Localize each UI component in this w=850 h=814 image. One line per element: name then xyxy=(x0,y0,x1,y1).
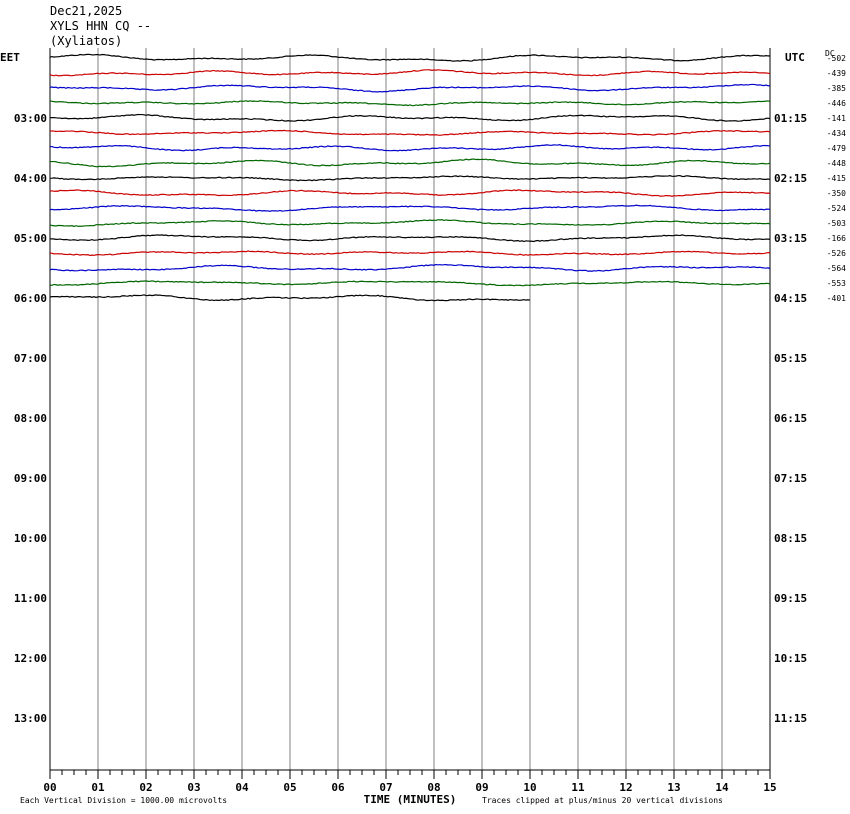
right-hour-label-09:15: 09:15 xyxy=(774,592,807,605)
trace-17 xyxy=(49,294,531,302)
dc-offset-7: -479 xyxy=(827,144,846,153)
x-tick-label-03: 03 xyxy=(187,781,200,794)
grid xyxy=(49,48,771,779)
dc-offset-10: -350 xyxy=(827,189,846,198)
left-hour-label-07:00: 07:00 xyxy=(14,352,47,365)
trace-12 xyxy=(49,219,771,228)
traces xyxy=(49,53,771,302)
x-tick-label-07: 07 xyxy=(379,781,392,794)
dc-offset-16: -553 xyxy=(827,279,846,288)
dc-offset-14: -526 xyxy=(827,249,846,258)
trace-2 xyxy=(49,69,771,77)
trace-14 xyxy=(49,250,771,257)
right-hour-label-07:15: 07:15 xyxy=(774,472,807,485)
right-hour-label-11:15: 11:15 xyxy=(774,712,807,725)
left-hour-label-04:00: 04:00 xyxy=(14,172,47,185)
trace-8 xyxy=(49,158,771,168)
x-tick-label-09: 09 xyxy=(475,781,488,794)
x-tick-label-05: 05 xyxy=(283,781,296,794)
left-hour-label-09:00: 09:00 xyxy=(14,472,47,485)
right-hour-label-05:15: 05:15 xyxy=(774,352,807,365)
x-tick-label-15: 15 xyxy=(763,781,776,794)
dc-offset-8: -448 xyxy=(827,159,846,168)
left-hour-label-11:00: 11:00 xyxy=(14,592,47,605)
dc-offset-11: -524 xyxy=(827,204,846,213)
dc-offset-12: -503 xyxy=(827,219,846,228)
x-tick-label-00: 00 xyxy=(43,781,56,794)
footer-left: Each Vertical Division = 1000.00 microvo… xyxy=(20,796,227,805)
left-hour-label-06:00: 06:00 xyxy=(14,292,47,305)
left-axis-label: EET xyxy=(0,51,20,64)
x-tick-label-12: 12 xyxy=(619,781,632,794)
dc-offset-13: -166 xyxy=(827,234,846,243)
labels: 00 01 02 03 04 05 06 07 08 09 10 11 12 13 14 15 03:00 04:… xyxy=(14,54,846,794)
left-hour-label-13:00: 13:00 xyxy=(14,712,47,725)
trace-11 xyxy=(49,204,771,212)
station-label: XYLS HHN CQ -- xyxy=(50,19,152,33)
dc-offset-15: -564 xyxy=(827,264,846,273)
dc-offset-5: -141 xyxy=(827,114,846,123)
dc-offset-1: -502 xyxy=(827,54,846,63)
trace-6 xyxy=(49,129,771,136)
x-tick-label-06: 06 xyxy=(331,781,345,794)
trace-13 xyxy=(49,234,771,243)
right-hour-label-01:15: 01:15 xyxy=(774,112,807,125)
x-axis-title: TIME (MINUTES) xyxy=(364,793,457,806)
left-hour-label-10:00: 10:00 xyxy=(14,532,47,545)
right-hour-label-08:15: 08:15 xyxy=(774,532,807,545)
dc-offset-2: -439 xyxy=(827,69,846,78)
right-hour-label-04:15: 04:15 xyxy=(774,292,807,305)
x-tick-label-10: 10 xyxy=(523,781,536,794)
x-tick-label-04: 04 xyxy=(235,781,249,794)
right-hour-label-10:15: 10:15 xyxy=(774,652,807,665)
x-tick-label-14: 14 xyxy=(715,781,729,794)
trace-4 xyxy=(49,100,771,107)
right-hour-label-02:15: 02:15 xyxy=(774,172,807,185)
footer-right: Traces clipped at plus/minus 20 vertical… xyxy=(482,796,723,805)
trace-9 xyxy=(49,174,771,182)
x-tick-label-13: 13 xyxy=(667,781,680,794)
right-axis-label: UTC xyxy=(785,51,805,64)
trace-16 xyxy=(49,280,771,287)
dc-offset-9: -415 xyxy=(827,174,846,183)
dc-offset-17: -401 xyxy=(827,294,846,303)
x-tick-label-08: 08 xyxy=(427,781,440,794)
trace-7 xyxy=(49,144,771,152)
trace-5 xyxy=(49,113,771,122)
dc-offset-4: -446 xyxy=(827,99,846,108)
date-label: Dec21,2025 xyxy=(50,4,123,18)
trace-1 xyxy=(49,53,771,62)
x-tick-label-02: 02 xyxy=(139,781,152,794)
left-hour-label-12:00: 12:00 xyxy=(14,652,47,665)
trace-10 xyxy=(49,189,771,197)
x-tick-label-01: 01 xyxy=(91,781,105,794)
dc-offset-6: -434 xyxy=(827,129,846,138)
trace-15 xyxy=(49,263,771,272)
right-hour-label-06:15: 06:15 xyxy=(774,412,807,425)
left-hour-label-08:00: 08:00 xyxy=(14,412,47,425)
left-hour-label-03:00: 03:00 xyxy=(14,112,47,125)
dc-label: DC xyxy=(825,49,835,58)
location-label: (Xyliatos) xyxy=(50,34,123,48)
left-hour-label-05:00: 05:00 xyxy=(14,232,47,245)
right-hour-label-03:15: 03:15 xyxy=(774,232,807,245)
x-tick-label-11: 11 xyxy=(571,781,585,794)
dc-offset-3: -385 xyxy=(827,84,846,93)
trace-3 xyxy=(49,83,771,93)
